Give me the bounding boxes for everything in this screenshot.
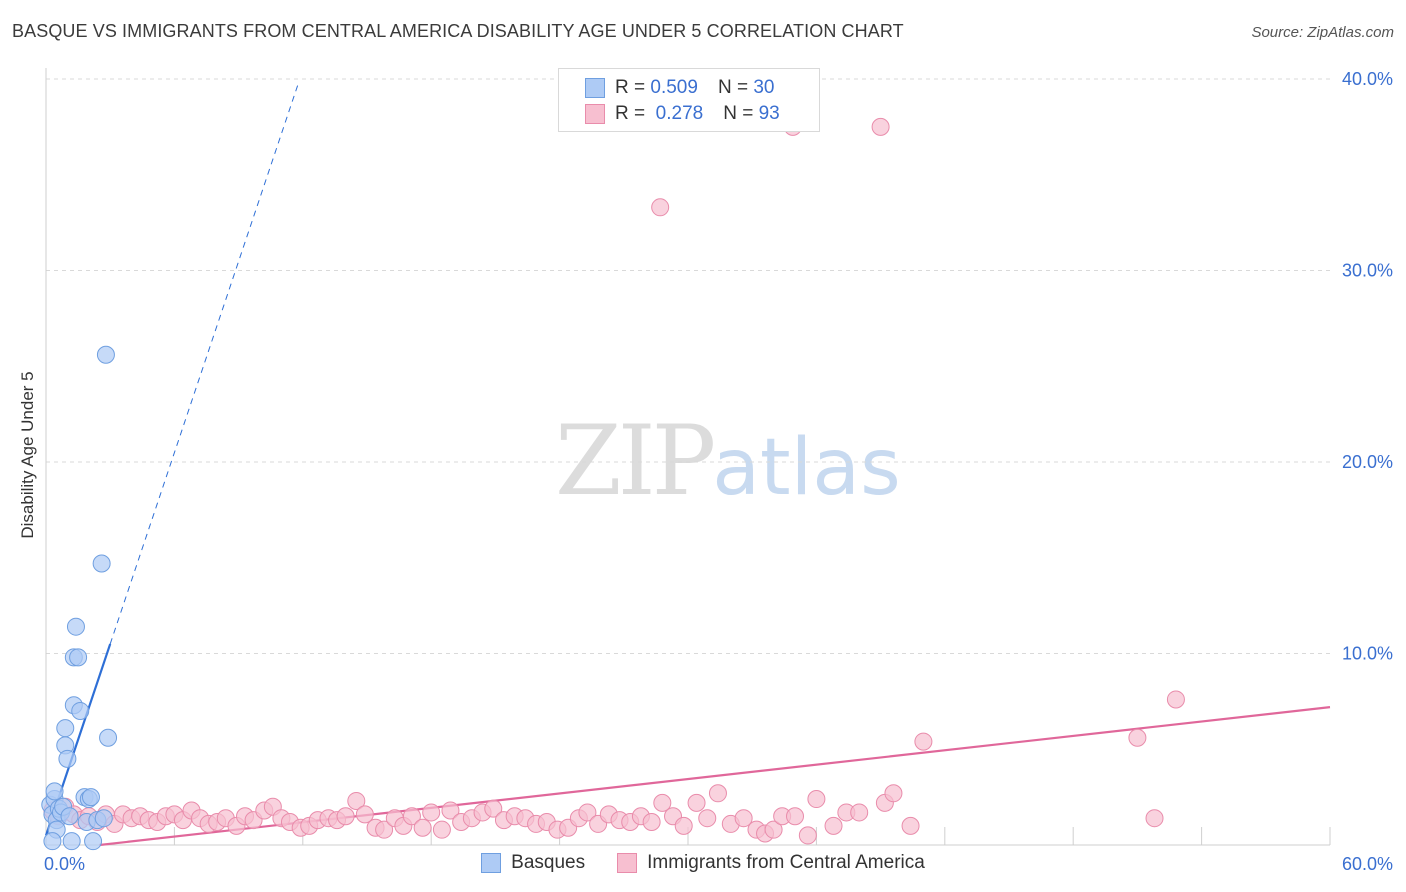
central-america-point xyxy=(708,784,727,803)
basques-point xyxy=(58,749,77,768)
basques-point xyxy=(43,832,62,851)
central-america-point xyxy=(798,826,817,845)
central-america-point xyxy=(653,793,672,812)
x-tick-label: 0.0% xyxy=(44,854,85,874)
basques-trend-line-dashed xyxy=(109,82,299,645)
basques-n-value: 30 xyxy=(753,77,775,98)
r-label: R = xyxy=(615,77,646,98)
basques-point xyxy=(66,617,85,636)
basques-point xyxy=(92,554,111,573)
central-america-point xyxy=(355,805,374,824)
basques-swatch xyxy=(585,78,605,98)
central-america-point xyxy=(484,799,503,818)
central-america-swatch xyxy=(585,104,605,124)
central-america-point xyxy=(432,820,451,839)
central-america-point xyxy=(850,803,869,822)
n-label: N = xyxy=(723,103,754,124)
legend-row-central-america: R = 0.278 N = 93 xyxy=(585,103,780,125)
source-label: Source: ZipAtlas.com xyxy=(1251,24,1394,41)
basques-point xyxy=(99,728,118,747)
y-tick-label: 10.0% xyxy=(1342,644,1393,664)
n-label: N = xyxy=(717,77,749,98)
y-axis-label: Disability Age Under 5 xyxy=(18,371,37,539)
central-america-point xyxy=(914,732,933,751)
central-america-legend-swatch xyxy=(617,853,638,873)
watermark: ZIPatlas xyxy=(555,405,901,517)
central-america-point xyxy=(824,816,843,835)
central-america-legend-label: Immigrants from Central America xyxy=(647,852,925,873)
basques-legend-label: Basques xyxy=(511,852,586,873)
y-tick-label: 40.0% xyxy=(1342,69,1393,89)
watermark-atlas: atlas xyxy=(712,423,901,513)
central-america-point xyxy=(347,791,366,810)
chart-title: BASQUE VS IMMIGRANTS FROM CENTRAL AMERIC… xyxy=(12,21,904,41)
legend-item-basques: Basques xyxy=(481,852,585,874)
central-america-point xyxy=(336,807,355,826)
basques-point xyxy=(96,345,115,364)
y-tick-label: 30.0% xyxy=(1342,261,1393,281)
central-america-point xyxy=(422,803,441,822)
central-america-point xyxy=(413,818,432,837)
basques-legend-swatch xyxy=(481,853,502,873)
central-america-point xyxy=(698,809,717,828)
basques-point xyxy=(45,782,64,801)
central-america-point xyxy=(674,816,693,835)
basques-point xyxy=(71,701,90,720)
basques-point xyxy=(62,832,81,851)
central-america-point xyxy=(1128,728,1147,747)
central-america-r-value: 0.278 xyxy=(655,103,704,124)
stats-legend: R = 0.509 N = 30 R = 0.278 N = 93 xyxy=(558,68,820,132)
central-america-point xyxy=(375,820,394,839)
central-america-point xyxy=(901,816,920,835)
x-tick-label: 60.0% xyxy=(1342,854,1393,874)
central-america-point xyxy=(786,807,804,826)
central-america-point xyxy=(651,198,670,217)
central-america-point xyxy=(687,793,706,812)
central-america-point xyxy=(402,807,421,826)
central-america-point xyxy=(441,801,460,820)
basques-point xyxy=(69,648,88,667)
series-legend: Basques Immigrants from Central America xyxy=(0,852,1406,874)
central-america-point xyxy=(578,803,597,822)
y-tick-label: 20.0% xyxy=(1342,452,1393,472)
central-america-point xyxy=(871,117,890,136)
watermark-zip: ZIP xyxy=(555,405,716,517)
central-america-point xyxy=(734,809,753,828)
legend-item-central-america: Immigrants from Central America xyxy=(617,852,925,874)
central-america-point xyxy=(807,790,826,809)
central-america-point xyxy=(764,820,783,839)
basques-r-value: 0.509 xyxy=(650,77,698,98)
central-america-n-value: 93 xyxy=(758,103,780,124)
central-america-point xyxy=(884,784,903,803)
basques-point xyxy=(94,809,113,828)
legend-row-basques: R = 0.509 N = 30 xyxy=(585,77,774,99)
basques-point xyxy=(81,788,100,807)
basques-point xyxy=(56,719,75,738)
r-label: R = xyxy=(615,103,646,124)
central-america-point xyxy=(642,813,661,832)
basques-point xyxy=(84,832,103,851)
central-america-point xyxy=(1145,809,1164,828)
central-america-point xyxy=(1166,690,1185,709)
basques-point xyxy=(60,807,79,826)
